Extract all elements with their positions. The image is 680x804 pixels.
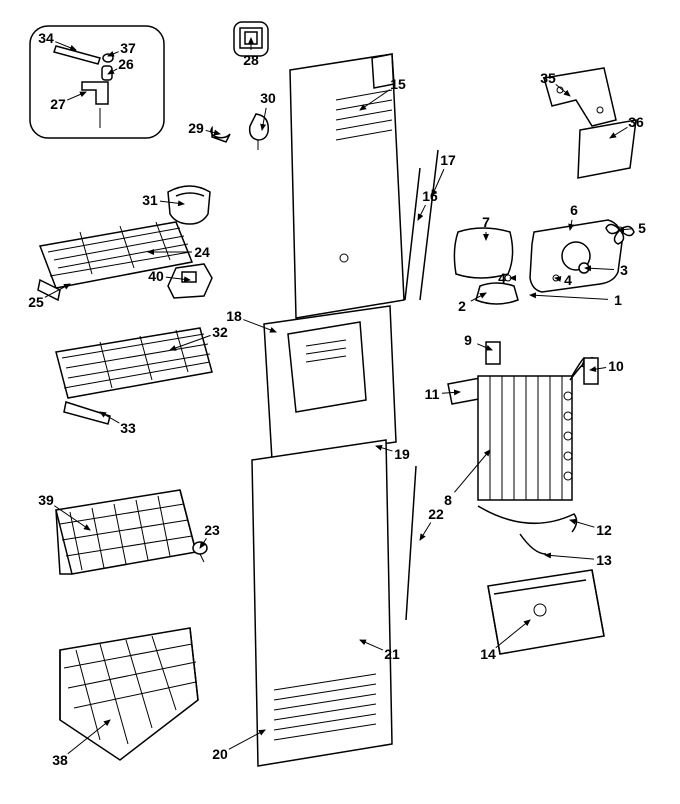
callout-5: 5: [638, 220, 646, 236]
defrost-terminator: [584, 358, 598, 384]
air-diffuser: [168, 264, 212, 298]
callout-31: 31: [142, 192, 158, 208]
light-bulb: [250, 114, 269, 140]
callout-1: 1: [614, 292, 622, 308]
callout-4: 4: [498, 270, 506, 286]
callout-18: 18: [226, 308, 242, 324]
callout-20: 20: [212, 746, 228, 762]
callout-34: 34: [38, 30, 54, 46]
callout-4: 4: [564, 272, 572, 288]
callout-33: 33: [120, 420, 136, 436]
callout-16: 16: [422, 188, 438, 204]
callout-38: 38: [52, 752, 68, 768]
callout-17: 17: [440, 152, 456, 168]
callout-8: 8: [444, 492, 452, 508]
callout-35: 35: [540, 70, 556, 86]
light-socket: [211, 128, 230, 142]
bimetal-clip: [486, 342, 500, 364]
callout-3: 3: [620, 262, 628, 278]
hinge-bushing: [103, 54, 113, 62]
callout-27: 27: [50, 96, 66, 112]
callout-11: 11: [425, 386, 440, 402]
callout-6: 6: [570, 202, 578, 218]
hinge-pin: [54, 46, 100, 64]
trim-strip-22: [406, 466, 416, 620]
diagram-svg: [0, 0, 680, 804]
drain-tube: [520, 534, 546, 554]
lower-freezer-basket: [60, 628, 198, 760]
callout-2: 2: [458, 298, 466, 314]
trim-strip-17: [420, 150, 438, 300]
upper-evaporator-cover: [290, 54, 404, 318]
air-duct-cover: [264, 306, 396, 460]
callout-23: 23: [204, 522, 220, 538]
evaporator-coil: [478, 376, 572, 500]
upper-freezer-basket: [56, 490, 196, 574]
light-shield: [168, 186, 210, 224]
callout-29: 29: [188, 120, 204, 136]
callout-15: 15: [390, 76, 406, 92]
defrost-heater: [478, 506, 577, 532]
lower-back-panel: [252, 440, 392, 766]
callout-25: 25: [28, 294, 44, 310]
callout-10: 10: [608, 358, 624, 374]
upper-freezer-shelf: [40, 222, 192, 288]
callout-39: 39: [38, 492, 54, 508]
callout-28: 28: [243, 52, 259, 68]
callout-21: 21: [384, 646, 400, 662]
drain-pan: [488, 570, 604, 654]
callout-9: 9: [464, 332, 472, 348]
thermostat-mount: [476, 283, 518, 304]
callout-37: 37: [120, 40, 136, 56]
trim-strip-16: [405, 168, 420, 300]
callout-19: 19: [394, 446, 410, 462]
callout-12: 12: [596, 522, 612, 538]
lower-freezer-shelf: [56, 328, 212, 398]
hinge-bracket: [82, 82, 108, 104]
shelf-trim-lower: [64, 402, 110, 424]
callout-36: 36: [628, 114, 644, 130]
callout-14: 14: [480, 646, 496, 662]
callout-26: 26: [118, 56, 134, 72]
callout-13: 13: [596, 552, 612, 568]
callout-30: 30: [260, 90, 276, 106]
callout-7: 7: [482, 214, 490, 230]
exploded-diagram: 1234456789101112131415161718192021222324…: [0, 0, 680, 804]
callout-22: 22: [428, 506, 444, 522]
callout-24: 24: [194, 244, 210, 260]
callout-32: 32: [212, 324, 228, 340]
callout-40: 40: [148, 268, 164, 284]
